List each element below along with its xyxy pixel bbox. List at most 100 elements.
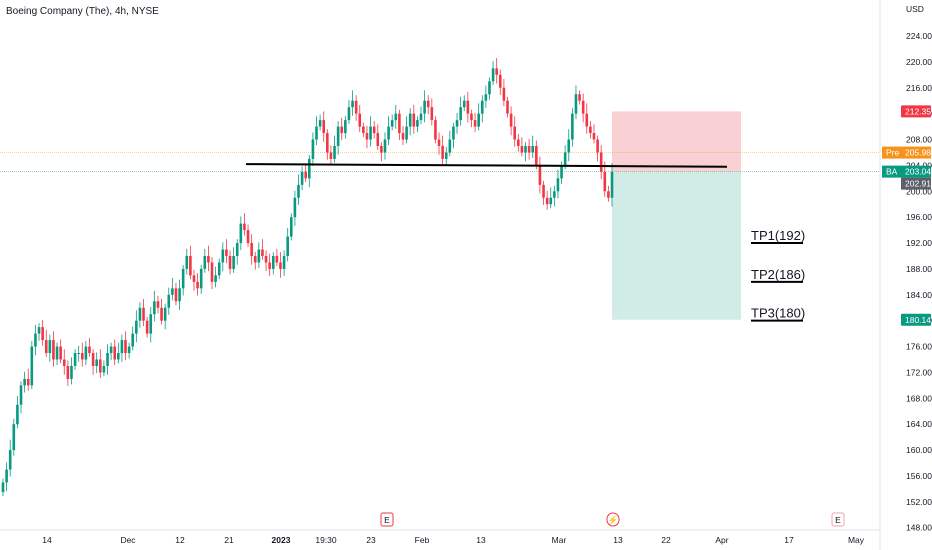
candle-body bbox=[293, 197, 297, 218]
pre-market-tag-bg bbox=[882, 146, 931, 159]
candle-body bbox=[253, 255, 257, 263]
candle-body bbox=[117, 353, 120, 360]
candle-body bbox=[311, 139, 315, 159]
candle-body bbox=[452, 126, 455, 140]
candle-body bbox=[470, 113, 473, 121]
candle-body bbox=[599, 152, 603, 172]
candle-body bbox=[480, 100, 484, 114]
candle-body bbox=[235, 243, 239, 256]
y-tick-label: 196.00 bbox=[906, 212, 932, 222]
candle-body bbox=[34, 333, 37, 347]
secondary-price-tag-bg bbox=[901, 177, 931, 190]
candle-body bbox=[120, 340, 124, 354]
candle-body bbox=[1, 482, 5, 493]
candle-body bbox=[506, 100, 509, 114]
candle-body bbox=[336, 126, 340, 146]
candle-body bbox=[354, 100, 358, 114]
x-tick-label: 13 bbox=[476, 535, 486, 545]
candle-body bbox=[181, 268, 185, 289]
candle-body bbox=[12, 424, 16, 451]
candle-body bbox=[405, 126, 408, 140]
candle-body bbox=[142, 307, 145, 321]
candle-body bbox=[77, 353, 80, 355]
x-tick-label: 19:30 bbox=[315, 535, 337, 545]
candle-body bbox=[221, 249, 225, 263]
candle-body bbox=[390, 120, 394, 127]
candle-body bbox=[106, 353, 109, 366]
candle-body bbox=[563, 152, 567, 166]
candle-body bbox=[70, 365, 73, 379]
candle-body bbox=[153, 301, 156, 315]
candle-body bbox=[596, 139, 599, 153]
candle-body bbox=[297, 184, 300, 198]
support-line bbox=[245, 163, 728, 168]
ticker-label: BA bbox=[886, 167, 898, 177]
take-profit-label: TP3(180) bbox=[751, 306, 805, 321]
candle-body bbox=[455, 120, 459, 127]
y-tick-label: 200.00 bbox=[906, 186, 932, 196]
y-tick-label: 160.00 bbox=[906, 445, 932, 455]
candle-body bbox=[556, 178, 560, 192]
current-price-tag-bg bbox=[882, 165, 931, 178]
y-tick-label: 188.00 bbox=[906, 264, 932, 274]
y-tick-label: 208.00 bbox=[906, 135, 932, 145]
candle-body bbox=[553, 191, 556, 198]
candle-body bbox=[329, 152, 333, 159]
candle-body bbox=[95, 359, 98, 366]
candle-body bbox=[225, 249, 228, 256]
candle-body bbox=[217, 262, 221, 276]
candle-body bbox=[48, 340, 52, 354]
y-tick-label: 204.00 bbox=[906, 160, 932, 170]
candle-body bbox=[289, 217, 293, 237]
candle-body bbox=[448, 139, 452, 153]
target-price-label-bg bbox=[901, 313, 931, 326]
candle-body bbox=[167, 294, 171, 308]
x-tick-label: Apr bbox=[715, 535, 728, 545]
y-tick-label: 224.00 bbox=[906, 31, 932, 41]
candle-body bbox=[524, 145, 527, 153]
candle-body bbox=[73, 353, 77, 366]
candle-body bbox=[37, 327, 41, 334]
y-tick-label: 176.00 bbox=[906, 342, 932, 352]
candle-body bbox=[416, 120, 419, 127]
candle-body bbox=[109, 346, 113, 354]
x-tick-label: 13 bbox=[613, 535, 623, 545]
y-tick-label: 148.00 bbox=[906, 523, 932, 533]
candle-body bbox=[127, 346, 131, 354]
candle-body bbox=[23, 378, 26, 386]
candle-body bbox=[199, 268, 203, 289]
candle-body bbox=[44, 340, 48, 354]
x-tick-label: 21 bbox=[224, 535, 234, 545]
y-tick-label: 216.00 bbox=[906, 83, 932, 93]
candle-body bbox=[376, 133, 380, 146]
candle-body bbox=[347, 107, 351, 121]
candle-body bbox=[491, 68, 495, 82]
candle-body bbox=[174, 288, 178, 302]
candle-body bbox=[203, 255, 207, 269]
candle-body bbox=[545, 197, 549, 205]
candle-body bbox=[607, 191, 610, 198]
candle-body bbox=[408, 113, 412, 127]
candle-body bbox=[41, 327, 44, 341]
candle-body bbox=[517, 139, 520, 146]
candle-body bbox=[462, 100, 466, 108]
candle-body bbox=[444, 152, 448, 159]
candle-body bbox=[369, 126, 372, 140]
x-tick-label: 2023 bbox=[272, 535, 291, 545]
candle-body bbox=[567, 139, 571, 153]
candle-body bbox=[163, 307, 167, 321]
candle-body bbox=[419, 113, 423, 121]
x-tick-label: 22 bbox=[661, 535, 671, 545]
y-tick-label: 152.00 bbox=[906, 497, 932, 507]
candle-body bbox=[383, 139, 387, 153]
candle-body bbox=[279, 262, 282, 269]
x-tick-label: Dec bbox=[120, 535, 136, 545]
candle-body bbox=[98, 359, 102, 373]
candle-body bbox=[131, 333, 135, 347]
candle-body bbox=[88, 346, 91, 354]
candle-body bbox=[156, 301, 160, 308]
candle-body bbox=[8, 450, 12, 470]
x-tick-label: 14 bbox=[42, 535, 52, 545]
candle-body bbox=[477, 113, 480, 127]
